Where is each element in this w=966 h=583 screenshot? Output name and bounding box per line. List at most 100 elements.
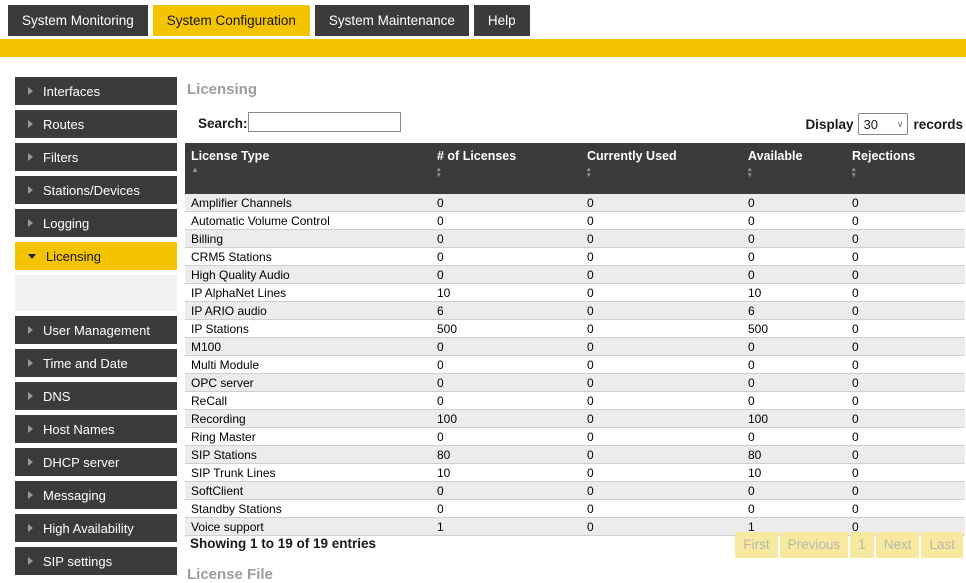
main-content: Licensing Search: Display 30 ∨ records L… [185, 77, 966, 583]
license-type-cell: Standby Stations [185, 499, 432, 518]
table-row: Amplifier Channels 0 0 0 0 [185, 194, 965, 212]
value-cell: 0 [432, 427, 582, 446]
search-input[interactable] [248, 112, 401, 132]
column-label: Rejections [852, 149, 916, 163]
license-type-cell: Amplifier Channels [185, 194, 432, 212]
sidebar-item-licensing[interactable]: Licensing [15, 242, 177, 270]
license-type-cell: M100 [185, 337, 432, 356]
value-cell: 0 [847, 283, 965, 302]
value-cell: 0 [743, 391, 847, 410]
sidebar-item-time-and-date[interactable]: Time and Date [15, 349, 177, 377]
value-cell: 0 [847, 301, 965, 320]
table-row: Multi Module 0 0 0 0 [185, 355, 965, 374]
license-type-cell: CRM5 Stations [185, 247, 432, 266]
sidebar-item-label: SIP settings [43, 553, 113, 569]
license-type-cell: SoftClient [185, 481, 432, 500]
pagination-first[interactable]: First [735, 532, 778, 558]
sidebar-item-label: Licensing [46, 248, 101, 264]
pagination-last[interactable]: Last [921, 532, 963, 558]
value-cell: 0 [582, 373, 743, 392]
sidebar-item-label: Host Names [43, 421, 115, 437]
page-title: Licensing [187, 81, 258, 98]
sidebar-item-interfaces[interactable]: Interfaces [15, 77, 177, 105]
tab-system-monitoring[interactable]: System Monitoring [8, 5, 148, 36]
column-header-of-licenses[interactable]: # of Licenses ▴ ▾ [432, 143, 582, 194]
license-type-cell: High Quality Audio [185, 265, 432, 284]
search-label: Search: [198, 116, 248, 131]
value-cell: 0 [582, 283, 743, 302]
value-cell: 10 [743, 463, 847, 482]
column-header-currently-used[interactable]: Currently Used ▴ ▾ [582, 143, 743, 194]
table-row: OPC server 0 0 0 0 [185, 373, 965, 392]
pagination-next[interactable]: Next [875, 532, 920, 558]
value-cell: 0 [432, 355, 582, 374]
chevron-right-icon [28, 491, 33, 499]
value-cell: 0 [847, 391, 965, 410]
sidebar-item-label: Routes [43, 116, 85, 132]
chevron-right-icon [28, 219, 33, 227]
sidebar-item-dns[interactable]: DNS [15, 382, 177, 410]
column-header-license-type[interactable]: License Type ▲ [185, 143, 432, 194]
license-type-cell: OPC server [185, 373, 432, 392]
sidebar-item-sip-settings[interactable]: SIP settings [15, 547, 177, 575]
next-section-title: License File [187, 566, 273, 583]
table-row: SoftClient 0 0 0 0 [185, 481, 965, 500]
value-cell: 0 [847, 319, 965, 338]
sidebar-item-messaging[interactable]: Messaging [15, 481, 177, 509]
sidebar-item-label: Stations/Devices [43, 182, 140, 198]
records-label: records [913, 116, 963, 132]
sidebar-item-stations-devices[interactable]: Stations/Devices [15, 176, 177, 204]
value-cell: 0 [847, 481, 965, 500]
value-cell: 0 [432, 373, 582, 392]
pagination-1[interactable]: 1 [850, 532, 874, 558]
sidebar-item-filters[interactable]: Filters [15, 143, 177, 171]
chevron-right-icon [28, 425, 33, 433]
value-cell: 0 [847, 427, 965, 446]
table-row: IP AlphaNet Lines 10 0 10 0 [185, 283, 965, 302]
value-cell: 10 [432, 463, 582, 482]
value-cell: 0 [432, 391, 582, 410]
value-cell: 0 [847, 247, 965, 266]
license-type-cell: SIP Trunk Lines [185, 463, 432, 482]
chevron-down-icon: ∨ [896, 118, 904, 129]
value-cell: 0 [432, 481, 582, 500]
value-cell: 80 [432, 445, 582, 464]
column-label: # of Licenses [437, 149, 517, 163]
value-cell: 0 [743, 427, 847, 446]
value-cell: 0 [432, 229, 582, 248]
sidebar-item-host-names[interactable]: Host Names [15, 415, 177, 443]
value-cell: 0 [743, 194, 847, 212]
table-row: Standby Stations 0 0 0 0 [185, 499, 965, 518]
value-cell: 500 [743, 319, 847, 338]
sort-both-icon: ▴ ▾ [587, 166, 591, 179]
display-label: Display [805, 116, 854, 132]
license-type-cell: Multi Module [185, 355, 432, 374]
sidebar-item-label: Interfaces [43, 83, 101, 99]
value-cell: 0 [582, 265, 743, 284]
sidebar-item-high-availability[interactable]: High Availability [15, 514, 177, 542]
chevron-right-icon [28, 359, 33, 367]
sidebar: Interfaces Routes Filters Stations/Devices L… [15, 77, 177, 580]
sidebar-item-dhcp-server[interactable]: DHCP server [15, 448, 177, 476]
sidebar-item-user-management[interactable]: User Management [15, 316, 177, 344]
tab-help[interactable]: Help [473, 5, 530, 36]
table-row: High Quality Audio 0 0 0 0 [185, 265, 965, 284]
display-records-select[interactable]: 30 ∨ [858, 113, 909, 135]
sidebar-item-logging[interactable]: Logging [15, 209, 177, 237]
sidebar-item-routes[interactable]: Routes [15, 110, 177, 138]
value-cell: 0 [847, 499, 965, 518]
column-header-available[interactable]: Available ▴ ▾ [743, 143, 847, 194]
chevron-right-icon [28, 120, 33, 128]
value-cell: 0 [847, 211, 965, 230]
showing-entries-text: Showing 1 to 19 of 19 entries [190, 536, 377, 551]
tab-system-configuration[interactable]: System Configuration [152, 5, 310, 36]
column-header-rejections[interactable]: Rejections ▴ ▾ [847, 143, 965, 194]
value-cell: 0 [432, 265, 582, 284]
tab-system-maintenance[interactable]: System Maintenance [314, 5, 469, 36]
value-cell: 0 [743, 229, 847, 248]
value-cell: 0 [432, 194, 582, 212]
value-cell: 0 [743, 481, 847, 500]
sidebar-item-label: Filters [43, 149, 79, 165]
pagination-previous[interactable]: Previous [779, 532, 849, 558]
value-cell: 0 [582, 301, 743, 320]
